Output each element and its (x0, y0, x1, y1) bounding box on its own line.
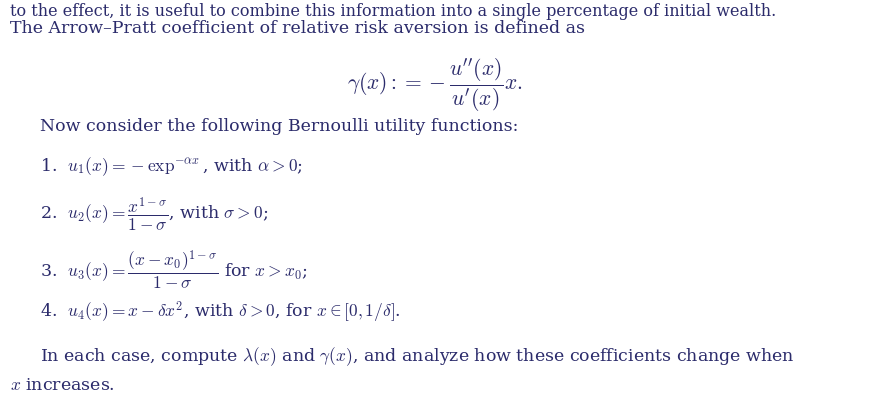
Text: to the effect, it is useful to combine this information into a single percentage: to the effect, it is useful to combine t… (10, 3, 776, 20)
Text: 4.  $u_4(x) = x - \delta x^2$, with $\delta > 0$, for $x \in [0, 1/\delta]$.: 4. $u_4(x) = x - \delta x^2$, with $\del… (40, 300, 401, 325)
Text: $x$ increases.: $x$ increases. (10, 377, 115, 394)
Text: 2.  $u_2(x) = \dfrac{x^{1-\sigma}}{1-\sigma}$, with $\sigma > 0$;: 2. $u_2(x) = \dfrac{x^{1-\sigma}}{1-\sig… (40, 195, 268, 233)
Text: The Arrow–Pratt coefficient of relative risk aversion is defined as: The Arrow–Pratt coefficient of relative … (10, 20, 585, 37)
Text: 3.  $u_3(x) = \dfrac{(x-x_0)^{1-\sigma}}{1-\sigma}$ for $x > x_0$;: 3. $u_3(x) = \dfrac{(x-x_0)^{1-\sigma}}{… (40, 248, 307, 291)
Text: 1.  $u_1(x) = -\exp^{-\alpha x}$, with $\alpha > 0$;: 1. $u_1(x) = -\exp^{-\alpha x}$, with $\… (40, 155, 303, 178)
Text: Now consider the following Bernoulli utility functions:: Now consider the following Bernoulli uti… (40, 118, 518, 135)
Text: $\gamma(x) := -\dfrac{u''(x)}{u'(x)}x.$: $\gamma(x) := -\dfrac{u''(x)}{u'(x)}x.$ (348, 57, 523, 114)
Text: In each case, compute $\lambda(x)$ and $\gamma(x)$, and analyze how these coeffi: In each case, compute $\lambda(x)$ and $… (40, 345, 794, 368)
